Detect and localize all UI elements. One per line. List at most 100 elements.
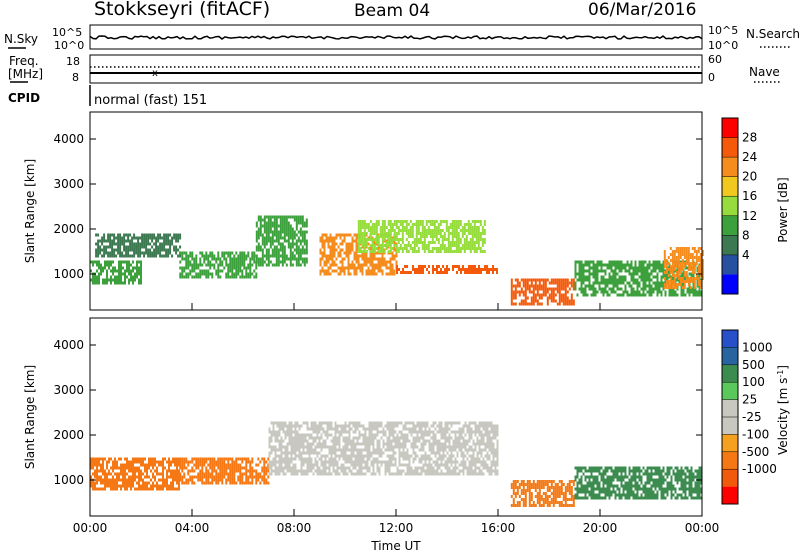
- heatmap-cell: [241, 475, 244, 479]
- heatmap-cell: [512, 290, 515, 294]
- heatmap-cell: [418, 460, 421, 464]
- heatmap-cell: [654, 287, 657, 291]
- heatmap-cell: [592, 293, 595, 297]
- heatmap-cell: [221, 469, 224, 473]
- heatmap-cell: [455, 241, 458, 244]
- heatmap-cell: [401, 241, 404, 244]
- heatmap-cell: [94, 457, 96, 461]
- heatmap-cell: [386, 427, 389, 431]
- heatmap-cell: [422, 421, 425, 425]
- heatmap-cell: [554, 287, 557, 291]
- heatmap-cell: [359, 266, 362, 270]
- heatmap-cell: [448, 421, 451, 425]
- heatmap-cell: [337, 245, 340, 249]
- heatmap-cell: [371, 272, 374, 276]
- heatmap-cell: [442, 442, 445, 446]
- heatmap-cell: [378, 466, 381, 470]
- heatmap-cell: [147, 239, 150, 243]
- heatmap-cell: [356, 442, 359, 446]
- heatmap-cell: [681, 286, 684, 289]
- heatmap-cell: [693, 268, 696, 271]
- heatmap-cell: [249, 466, 252, 470]
- heatmap-cell: [584, 284, 587, 288]
- heatmap-cell: [592, 284, 595, 288]
- heatmap-cell: [460, 469, 463, 473]
- heatmap-cell: [138, 260, 140, 264]
- heatmap-cell: [300, 463, 303, 467]
- heatmap-cell: [658, 290, 661, 294]
- heatmap-cell: [326, 460, 329, 464]
- heatmap-cell: [121, 251, 124, 255]
- heatmap-cell: [329, 272, 332, 276]
- heatmap-cell: [247, 254, 250, 258]
- heatmap-cell: [394, 442, 397, 446]
- heatmap-cell: [626, 263, 629, 267]
- heatmap-cell: [221, 475, 224, 479]
- heatmap-cell: [275, 248, 278, 252]
- heatmap-cell: [348, 457, 351, 461]
- heatmap-cell: [301, 221, 304, 225]
- heatmap-cell: [291, 254, 294, 258]
- heatmap-cell: [456, 454, 459, 458]
- heatmap-cell: [638, 281, 641, 285]
- heatmap-cell: [357, 250, 360, 253]
- heatmap-cell: [323, 260, 326, 264]
- heatmap-cell: [662, 263, 665, 267]
- heatmap-cell: [316, 430, 319, 434]
- heatmap-cell: [677, 283, 680, 286]
- heatmap-cell: [259, 224, 262, 228]
- heatmap-cell: [114, 281, 116, 285]
- heatmap-cell: [620, 287, 623, 291]
- heatmap-cell: [195, 263, 198, 267]
- heatmap-cell: [422, 436, 425, 440]
- heatmap-cell: [347, 251, 350, 255]
- heatmap-cell: [112, 260, 114, 264]
- heatmap-cell: [287, 224, 290, 228]
- heatmap-cell: [383, 226, 386, 229]
- heatmap-cell: [355, 251, 358, 255]
- heatmap-cell: [132, 469, 134, 473]
- heatmap-cell: [443, 250, 446, 253]
- heatmap-cell: [219, 263, 222, 267]
- heatmap-cell: [458, 445, 461, 449]
- heatmap-cell: [693, 250, 696, 253]
- heatmap-cell: [137, 242, 140, 246]
- heatmap-cell: [152, 460, 154, 464]
- heatmap-cell: [427, 247, 430, 250]
- heatmap-cell: [289, 227, 292, 231]
- heatmap-cell: [358, 469, 361, 473]
- heatmap-cell: [444, 268, 446, 271]
- heatmap-cell: [410, 427, 413, 431]
- heatmap-cell: [409, 226, 412, 229]
- heatmap-cell: [646, 284, 649, 288]
- heatmap-cell: [381, 235, 384, 238]
- heatmap-cell: [306, 424, 309, 428]
- heatmap-cell: [654, 266, 657, 270]
- heatmap-cell: [336, 448, 339, 452]
- heatmap-cell: [510, 302, 513, 306]
- heatmap-cell: [273, 224, 276, 228]
- heatmap-cell: [452, 442, 455, 446]
- heatmap-cell: [393, 257, 396, 261]
- heatmap-cell: [327, 260, 330, 264]
- heatmap-cell: [259, 263, 262, 267]
- heatmap-cell: [285, 221, 288, 225]
- heatmap-cell: [423, 226, 426, 229]
- heatmap-cell: [380, 460, 383, 464]
- heatmap-cell: [140, 472, 142, 476]
- heatmap-cell: [261, 236, 264, 240]
- heatmap-cell: [432, 466, 435, 470]
- heatmap-cell: [455, 223, 458, 226]
- heatmap-cell: [101, 242, 104, 246]
- heatmap-cell: [450, 448, 453, 452]
- heatmap-cell: [211, 275, 214, 279]
- heatmap-cell: [352, 451, 355, 455]
- heatmap-cell: [270, 451, 273, 455]
- heatmap-cell: [564, 293, 567, 297]
- heatmap-cell: [162, 457, 164, 461]
- heatmap-cell: [396, 265, 398, 268]
- heatmap-cell: [255, 272, 258, 276]
- heatmap-cell: [187, 260, 190, 264]
- heatmap-cell: [406, 454, 409, 458]
